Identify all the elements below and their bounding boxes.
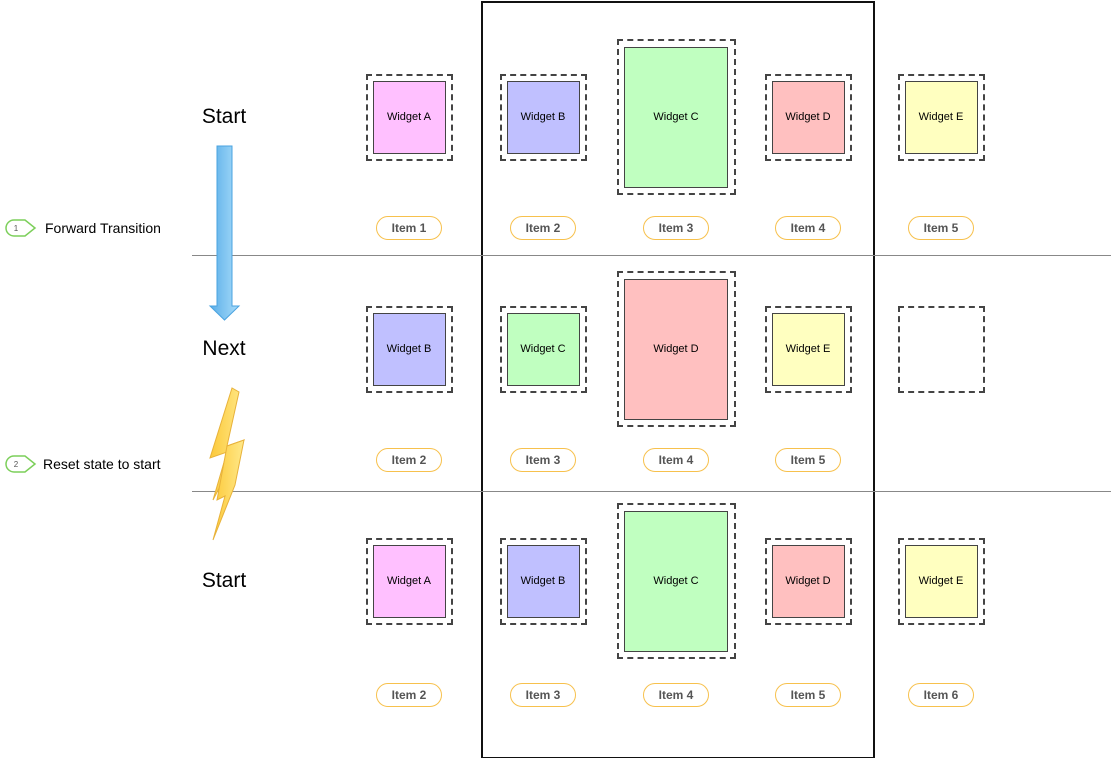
item-pill[interactable]: Item 4 [643,448,709,472]
widget-slot [365,537,453,625]
lightning-bolt-icon [212,439,245,541]
item-pill[interactable]: Item 3 [510,448,576,472]
widget-slot [616,271,736,427]
item-pill[interactable]: Item 2 [510,216,576,240]
widget[interactable]: Widget A [372,544,446,618]
svg-text:2: 2 [14,460,19,469]
item-pill[interactable]: Item 6 [908,683,974,707]
state-label: Start [201,105,247,128]
widget[interactable]: Widget B [506,544,580,618]
widget-slot [897,305,985,393]
item-pill[interactable]: Item 1 [376,216,442,240]
widget[interactable]: Widget B [506,80,580,154]
item-pill[interactable]: Item 5 [908,216,974,240]
widget-slot [499,73,587,161]
item-pill[interactable]: Item 5 [775,683,841,707]
note-text: Forward Transition [45,220,161,236]
note-text: Reset state to start [43,456,161,472]
widget[interactable]: Widget E [771,312,845,386]
widget-slot [365,305,453,393]
note-forward-transition: 1 Forward Transition [5,219,161,237]
widget-slot [897,537,985,625]
widget[interactable]: Widget D [771,80,845,154]
svg-text:1: 1 [14,224,19,233]
widget[interactable]: Widget C [624,46,728,188]
widget-slot [764,537,852,625]
item-pill[interactable]: Item 2 [376,683,442,707]
state-label: Start [201,569,247,592]
widget[interactable]: Widget E [904,80,978,154]
widget-slot [616,39,736,195]
widget[interactable]: Widget D [624,278,728,420]
item-pill[interactable]: Item 2 [376,448,442,472]
item-pill[interactable]: Item 3 [510,683,576,707]
widget-slot [499,537,587,625]
item-pill[interactable]: Item 5 [775,448,841,472]
widget[interactable]: Widget B [372,312,446,386]
transition-arrows [208,145,246,541]
widget[interactable]: Widget C [506,312,580,386]
widget-slot [616,503,736,659]
item-pill[interactable]: Item 3 [643,216,709,240]
item-pill[interactable]: Item 4 [643,683,709,707]
blue-down-arrow-icon [208,145,241,321]
widget-slot [499,305,587,393]
widget-slot [897,73,985,161]
widget[interactable]: Widget C [624,510,728,652]
widget-slot [764,73,852,161]
item-pill[interactable]: Item 4 [775,216,841,240]
widget[interactable]: Widget A [372,80,446,154]
note-reset-state: 2 Reset state to start [5,455,161,473]
widget[interactable]: Widget D [771,544,845,618]
numbered-marker-icon: 2 [5,455,37,473]
state-divider [192,491,1111,492]
state-divider [192,255,1111,256]
state-label: Next [202,337,246,360]
widget-slot [764,305,852,393]
numbered-marker-icon: 1 [5,219,37,237]
widget-slot [365,73,453,161]
widget[interactable]: Widget E [904,544,978,618]
